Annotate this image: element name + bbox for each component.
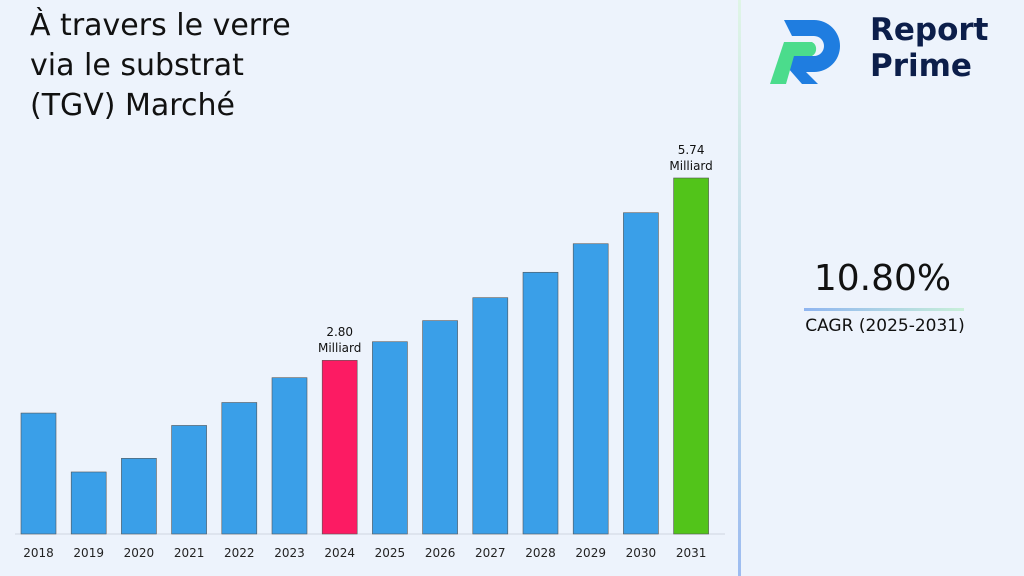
x-tick-label: 2019 xyxy=(73,546,104,560)
cagr-label: CAGR (2025-2031) xyxy=(805,316,965,336)
logo-icon xyxy=(770,20,840,84)
bar xyxy=(271,377,308,535)
x-tick-label: 2027 xyxy=(475,546,506,560)
x-tick-label: 2029 xyxy=(575,546,606,560)
x-tick-label: 2020 xyxy=(124,546,155,560)
bar xyxy=(572,243,609,535)
x-tick-label: 2024 xyxy=(324,546,355,560)
x-tick-label: 2022 xyxy=(224,546,255,560)
chart: 2018 2019 2020 2021 2022 2023 2024 2025 2026 2027… xyxy=(15,177,725,560)
value-label: 2.80 Milliard xyxy=(317,325,362,356)
bar xyxy=(221,402,258,535)
x-tick-label: 2018 xyxy=(23,546,54,560)
bar xyxy=(422,320,458,535)
cagr-underline xyxy=(804,308,964,311)
bar xyxy=(522,271,559,535)
x-tick-label: 2030 xyxy=(626,546,657,560)
bar xyxy=(121,458,157,535)
x-tick-label: 2026 xyxy=(425,546,456,560)
bar xyxy=(623,212,659,535)
x-tick-label: 2023 xyxy=(274,546,305,560)
bar xyxy=(70,471,107,535)
bar xyxy=(20,412,57,535)
x-tick-label: 2021 xyxy=(174,546,205,560)
chart-title: À travers le verre via le substrat (TGV)… xyxy=(30,8,291,123)
logo-text: Report Prime xyxy=(870,12,989,84)
divider xyxy=(738,0,741,576)
bar xyxy=(472,297,509,535)
bar xyxy=(171,425,207,535)
bar xyxy=(321,360,358,535)
value-label: 5.74 Milliard xyxy=(669,143,713,173)
x-tick-label: 2031 xyxy=(676,546,707,560)
bar xyxy=(673,177,709,535)
cagr-value: 10.80% xyxy=(813,258,952,299)
x-tick-label: 2025 xyxy=(375,546,406,560)
x-tick-label: 2028 xyxy=(525,546,556,560)
bar xyxy=(372,341,408,535)
